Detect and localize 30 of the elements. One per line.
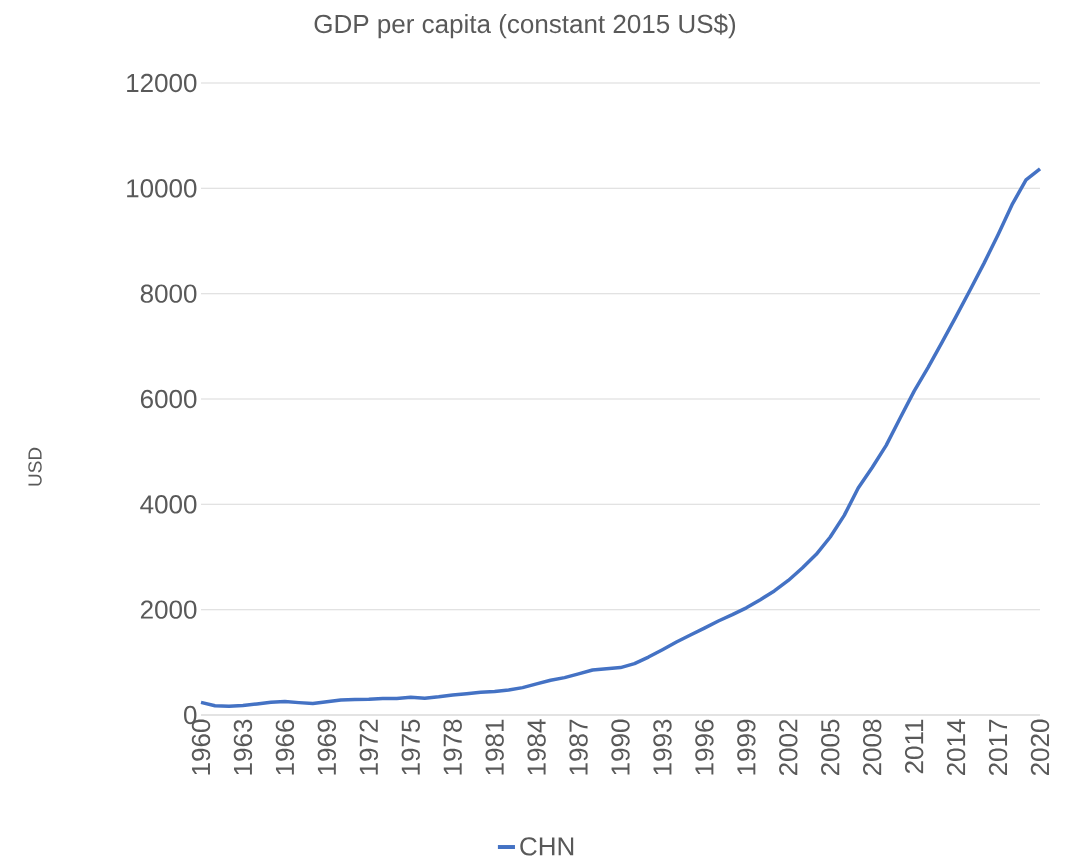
y-axis-title: USD: [28, 447, 42, 486]
x-tick-label: 2008: [863, 719, 882, 776]
x-tick-label: 1978: [443, 719, 462, 775]
x-tick-label: 1999: [737, 719, 756, 775]
x-tick-label: 2005: [821, 719, 840, 776]
x-tick-label: 2002: [779, 719, 798, 776]
x-tick-label: 1966: [275, 719, 295, 775]
y-tick-label: 2000: [140, 600, 197, 619]
chart-title: GDP per capita (constant 2015 US$): [314, 13, 736, 39]
x-tick-label: 1984: [527, 719, 546, 775]
legend-label: CHN: [520, 837, 574, 856]
y-tick-label: 6000: [140, 389, 197, 409]
x-tick-label: 1990: [611, 719, 630, 775]
x-tick-label: 2011: [904, 719, 924, 774]
x-tick-label: 1963: [233, 719, 253, 775]
x-tick-label: 1981: [485, 719, 504, 775]
x-tick-label: 1987: [569, 719, 588, 775]
y-tick-label: 12000: [127, 73, 197, 93]
x-tick-label: 1972: [359, 719, 379, 775]
x-tick-label: 2017: [988, 719, 1008, 776]
x-tick-label: 2014: [946, 719, 966, 776]
y-tick-label: 8000: [140, 284, 197, 303]
x-tick-label: 2020: [1030, 719, 1050, 776]
x-tick-label: 1969: [317, 719, 337, 775]
y-tick-label: 10000: [127, 179, 197, 198]
x-tick-label: 1975: [401, 719, 420, 775]
y-tick-label: 4000: [140, 495, 197, 514]
x-tick-label: 1993: [653, 719, 672, 775]
x-tick-label: 1996: [695, 719, 714, 775]
line-series: [199, 167, 1042, 709]
